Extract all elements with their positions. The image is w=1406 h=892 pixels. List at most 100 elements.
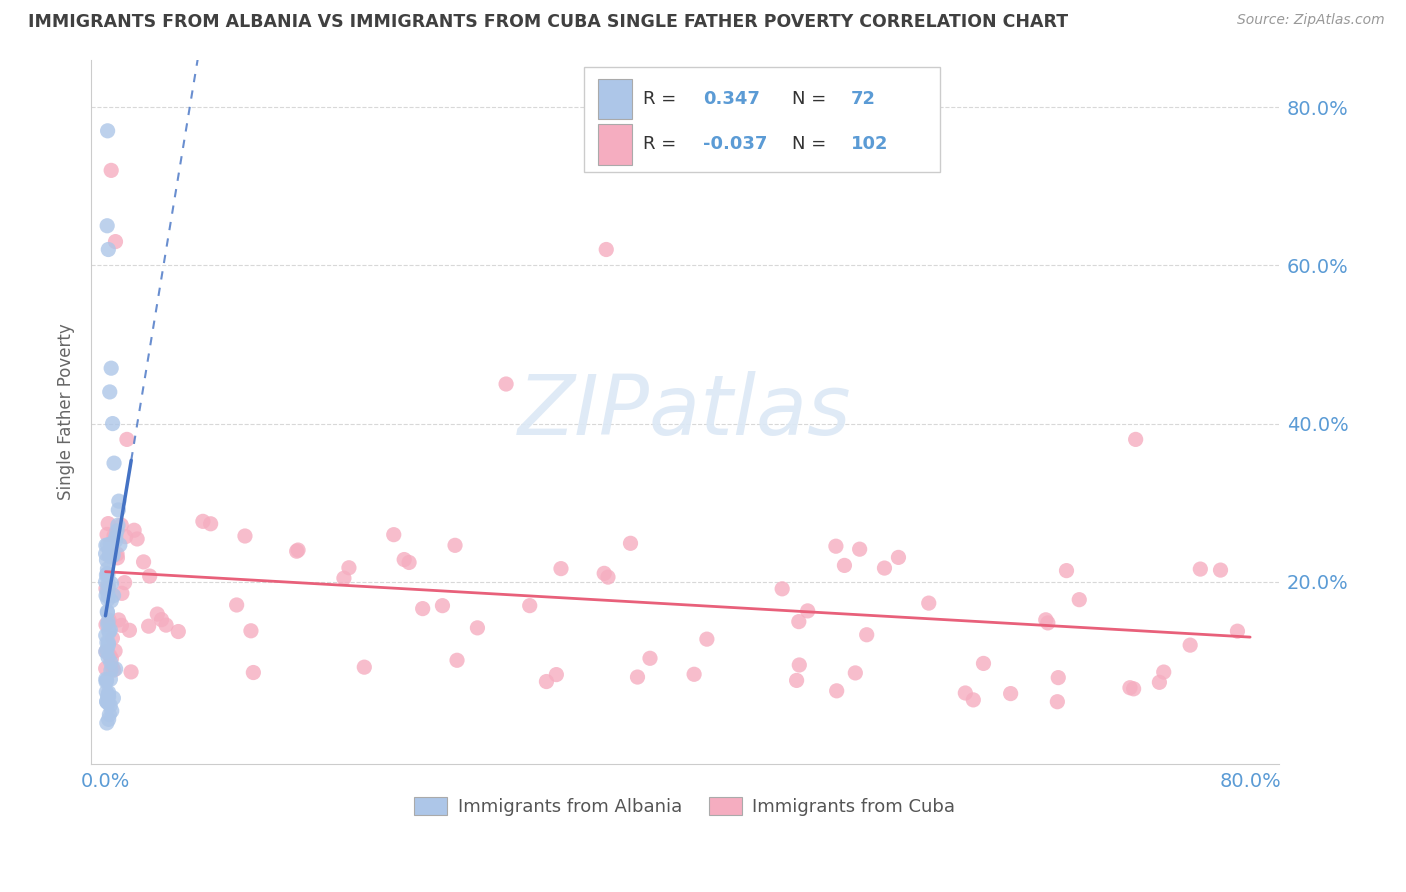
Point bbox=[550, 561, 572, 575]
Point bbox=[638, 651, 661, 665]
Text: Source: ZipAtlas.com: Source: ZipAtlas.com bbox=[1237, 13, 1385, 28]
Point bbox=[848, 542, 870, 557]
Point bbox=[96, 695, 118, 709]
Point bbox=[96, 673, 118, 688]
Point bbox=[191, 514, 214, 528]
Point bbox=[596, 570, 619, 584]
Point bbox=[97, 690, 120, 704]
Point bbox=[96, 568, 118, 582]
Point bbox=[392, 552, 415, 566]
Point bbox=[94, 674, 117, 689]
Point bbox=[200, 516, 222, 531]
Point bbox=[1189, 562, 1212, 576]
Point bbox=[1125, 433, 1147, 447]
Point bbox=[103, 589, 125, 603]
Point bbox=[1153, 665, 1175, 679]
Point bbox=[100, 537, 122, 551]
Point bbox=[97, 685, 120, 699]
Point bbox=[127, 532, 149, 546]
Point bbox=[972, 657, 994, 671]
Point bbox=[98, 549, 121, 563]
Point bbox=[94, 628, 117, 642]
Point bbox=[1149, 675, 1171, 690]
Point bbox=[97, 567, 120, 582]
Point bbox=[787, 615, 810, 629]
Point bbox=[108, 494, 131, 508]
Point bbox=[98, 549, 121, 563]
Point bbox=[96, 538, 118, 552]
Point bbox=[100, 672, 122, 686]
Text: 102: 102 bbox=[851, 135, 889, 153]
Point bbox=[97, 696, 120, 710]
Point bbox=[94, 661, 117, 675]
Point bbox=[94, 547, 117, 561]
Point bbox=[353, 660, 375, 674]
Point bbox=[94, 574, 117, 589]
Point bbox=[595, 243, 617, 257]
Point bbox=[683, 667, 706, 681]
Point bbox=[100, 664, 122, 678]
Point bbox=[495, 377, 517, 392]
Point bbox=[239, 624, 262, 638]
Point bbox=[110, 618, 132, 632]
Point bbox=[242, 665, 264, 680]
Point bbox=[96, 694, 118, 708]
Point bbox=[96, 566, 118, 581]
Point bbox=[1122, 681, 1144, 696]
Point bbox=[138, 569, 160, 583]
Point bbox=[107, 550, 129, 565]
Point bbox=[103, 548, 125, 562]
Point bbox=[100, 704, 122, 718]
FancyBboxPatch shape bbox=[583, 67, 941, 172]
Point bbox=[155, 618, 177, 632]
Point bbox=[94, 617, 117, 632]
Point bbox=[103, 691, 125, 706]
Point bbox=[432, 599, 454, 613]
Point bbox=[105, 547, 128, 561]
Y-axis label: Single Father Poverty: Single Father Poverty bbox=[58, 323, 75, 500]
Point bbox=[446, 653, 468, 667]
Point bbox=[696, 632, 718, 647]
Point bbox=[114, 530, 136, 544]
Point bbox=[111, 586, 134, 600]
Text: N =: N = bbox=[792, 135, 827, 153]
Point bbox=[96, 605, 118, 619]
Point bbox=[103, 663, 125, 677]
Point bbox=[94, 582, 117, 596]
Text: 72: 72 bbox=[851, 90, 876, 108]
Point bbox=[108, 538, 131, 552]
Point bbox=[104, 644, 127, 658]
Point bbox=[138, 619, 160, 633]
Point bbox=[104, 662, 127, 676]
Point bbox=[770, 582, 793, 596]
Point bbox=[546, 667, 568, 681]
Point bbox=[96, 562, 118, 576]
Point bbox=[626, 670, 648, 684]
Point bbox=[97, 712, 120, 726]
Point bbox=[98, 707, 121, 722]
Text: IMMIGRANTS FROM ALBANIA VS IMMIGRANTS FROM CUBA SINGLE FATHER POVERTY CORRELATIO: IMMIGRANTS FROM ALBANIA VS IMMIGRANTS FR… bbox=[28, 13, 1069, 31]
Point bbox=[96, 553, 118, 567]
Point bbox=[962, 693, 984, 707]
Point bbox=[94, 644, 117, 658]
Point bbox=[146, 607, 169, 621]
Point bbox=[115, 433, 138, 447]
Point bbox=[96, 716, 118, 731]
Point bbox=[101, 417, 124, 431]
Point bbox=[96, 642, 118, 657]
Point bbox=[787, 658, 810, 673]
Point bbox=[94, 645, 117, 659]
Point bbox=[120, 665, 142, 679]
Point bbox=[150, 613, 173, 627]
Point bbox=[285, 544, 308, 558]
Point bbox=[97, 615, 120, 629]
Point bbox=[796, 604, 818, 618]
Point bbox=[225, 598, 247, 612]
Point bbox=[100, 651, 122, 665]
Text: R =: R = bbox=[644, 135, 676, 153]
FancyBboxPatch shape bbox=[598, 78, 631, 120]
Point bbox=[167, 624, 190, 639]
Point bbox=[97, 689, 120, 703]
Point bbox=[1069, 592, 1091, 607]
Point bbox=[786, 673, 808, 688]
